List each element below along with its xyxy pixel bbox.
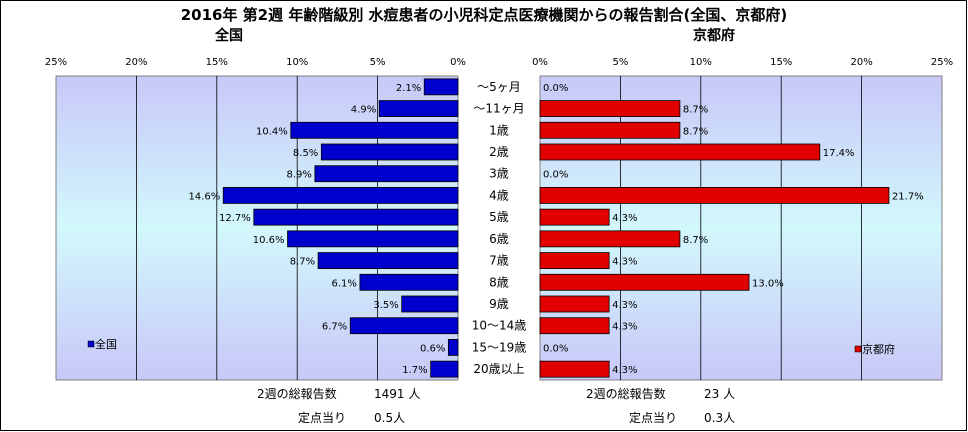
kyoto-data-label: 0.0% [543, 343, 568, 354]
national-bar [222, 187, 459, 204]
national-data-label: 10.4% [256, 126, 288, 137]
kyoto-data-label: 4.3% [612, 365, 637, 376]
kyoto-x-tick-label: 15% [770, 57, 792, 68]
kyoto-data-label: 13.0% [752, 278, 784, 289]
kyoto-bar [539, 230, 681, 248]
category-label: 15～19歳 [472, 340, 527, 354]
kyoto-bar [539, 295, 610, 313]
national-data-label: 12.7% [219, 213, 251, 224]
national-data-label: 8.5% [293, 148, 318, 159]
kyoto-bar [539, 143, 821, 161]
kyoto-bar [539, 252, 610, 269]
category-label: 1歳 [489, 123, 509, 137]
kyoto-bar [539, 273, 750, 291]
national-data-label: 1.7% [402, 365, 427, 376]
kyoto-data-label: 0.0% [543, 170, 568, 181]
kyoto-x-tick-label: 10% [690, 57, 712, 68]
category-label: ～5ヶ月 [477, 80, 521, 94]
category-label: 4歳 [489, 188, 509, 202]
national-data-label: 2.1% [396, 83, 421, 94]
national-x-tick-label: 15% [206, 57, 228, 68]
national-bar [290, 121, 459, 139]
kyoto-plot-area [539, 75, 943, 381]
kyoto-data-label: 0.0% [543, 83, 568, 94]
kyoto-per-sentinel-label: 定点当り [629, 410, 677, 425]
kyoto-bar [539, 360, 610, 378]
national-data-label: 0.6% [420, 343, 445, 354]
category-label: 3歳 [489, 167, 509, 181]
chart-title: 2016年 第2週 年齢階級別 水痘患者の小児科定点医療機関からの報告割合(全国… [181, 6, 788, 24]
panel-title-kyoto: 京都府 [693, 27, 735, 44]
category-label: 8歳 [489, 275, 509, 289]
category-label: 20歳以上 [473, 362, 524, 376]
national-x-tick-label: 0% [450, 57, 466, 68]
legend-label-kyoto: 京都府 [862, 342, 895, 356]
kyoto-total-reports-value: 23 人 [704, 387, 735, 401]
kyoto-data-label: 4.3% [612, 257, 637, 268]
national-bar [447, 339, 459, 356]
national-data-label: 8.7% [290, 257, 315, 268]
national-x-tick-label: 10% [286, 57, 308, 68]
category-label: 10～14歳 [472, 319, 527, 333]
national-bar [287, 230, 459, 248]
national-bar [317, 252, 459, 269]
kyoto-bar [539, 208, 610, 226]
kyoto-data-label: 4.3% [612, 213, 637, 224]
national-total-reports-value: 1491 人 [374, 387, 420, 401]
national-x-tick-label: 5% [370, 57, 386, 68]
category-label: 9歳 [489, 297, 509, 311]
national-plot-area [55, 75, 459, 381]
kyoto-data-label: 4.3% [612, 322, 637, 333]
kyoto-bar [539, 121, 681, 139]
national-data-label: 8.9% [286, 170, 311, 181]
national-x-tick-label: 25% [45, 57, 67, 68]
kyoto-per-sentinel-value: 0.3人 [704, 411, 735, 425]
kyoto-bar [539, 317, 610, 335]
kyoto-data-label: 8.7% [683, 235, 708, 246]
kyoto-x-tick-label: 0% [532, 57, 548, 68]
national-total-reports-label: 2週の総報告数 [257, 386, 337, 401]
national-data-label: 6.7% [322, 322, 347, 333]
kyoto-x-tick-label: 20% [850, 57, 872, 68]
kyoto-x-tick-label: 5% [612, 57, 628, 68]
legend-swatch-national [87, 340, 95, 348]
national-bar [320, 143, 459, 161]
national-bar [430, 360, 459, 378]
category-label: ～11ヶ月 [473, 102, 524, 116]
category-label: 7歳 [489, 254, 509, 268]
kyoto-bar [539, 187, 890, 204]
national-bar [349, 317, 459, 335]
legend-label-national: 全国 [95, 337, 117, 351]
kyoto-total-reports-label: 2週の総報告数 [586, 386, 666, 401]
category-label: 5歳 [489, 210, 509, 224]
national-per-sentinel-value: 0.5人 [374, 411, 405, 425]
national-bar [253, 208, 459, 226]
kyoto-bar [539, 100, 681, 117]
national-bar [401, 295, 459, 313]
kyoto-data-label: 8.7% [683, 105, 708, 116]
national-bar [378, 100, 459, 117]
national-x-tick-label: 20% [125, 57, 147, 68]
panel-title-national: 全国 [214, 27, 243, 44]
category-label: 6歳 [489, 232, 509, 246]
kyoto-x-tick-label: 25% [931, 57, 953, 68]
national-data-label: 3.5% [373, 300, 398, 311]
national-per-sentinel-label: 定点当り [298, 410, 346, 425]
national-bar [423, 78, 459, 96]
national-bar [314, 165, 459, 183]
kyoto-data-label: 17.4% [823, 148, 855, 159]
national-data-label: 4.9% [351, 105, 376, 116]
national-data-label: 14.6% [188, 191, 220, 202]
national-data-label: 6.1% [332, 278, 357, 289]
national-bar [359, 273, 459, 291]
national-data-label: 10.6% [253, 235, 285, 246]
kyoto-data-label: 4.3% [612, 300, 637, 311]
category-label: 2歳 [489, 145, 509, 159]
kyoto-data-label: 8.7% [683, 126, 708, 137]
legend-swatch-kyoto [854, 345, 862, 353]
kyoto-data-label: 21.7% [892, 191, 924, 202]
